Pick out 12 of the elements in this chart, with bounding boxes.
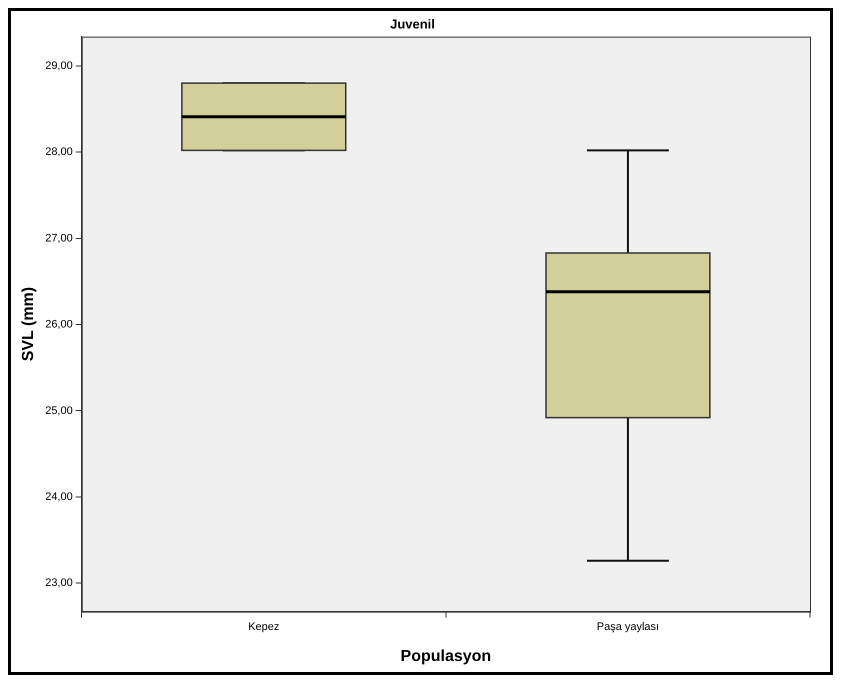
y-tick-label: 27,00 bbox=[45, 232, 73, 244]
y-tick-label: 25,00 bbox=[45, 404, 73, 417]
chart-title: Juvenil bbox=[390, 16, 435, 32]
x-tick-label: Paşa yaylası bbox=[596, 621, 660, 634]
y-tick-label: 23,00 bbox=[45, 577, 73, 590]
y-tick-label: 26,00 bbox=[45, 318, 73, 331]
x-axis-title: Populasyon bbox=[400, 648, 492, 665]
y-tick-label: 28,00 bbox=[45, 146, 73, 158]
y-axis-title: SVL (mm) bbox=[20, 286, 38, 362]
x-tick-label: Kepez bbox=[248, 621, 280, 634]
y-tick-label: 29,00 bbox=[45, 60, 73, 72]
y-tick-label: 24,00 bbox=[45, 490, 73, 503]
